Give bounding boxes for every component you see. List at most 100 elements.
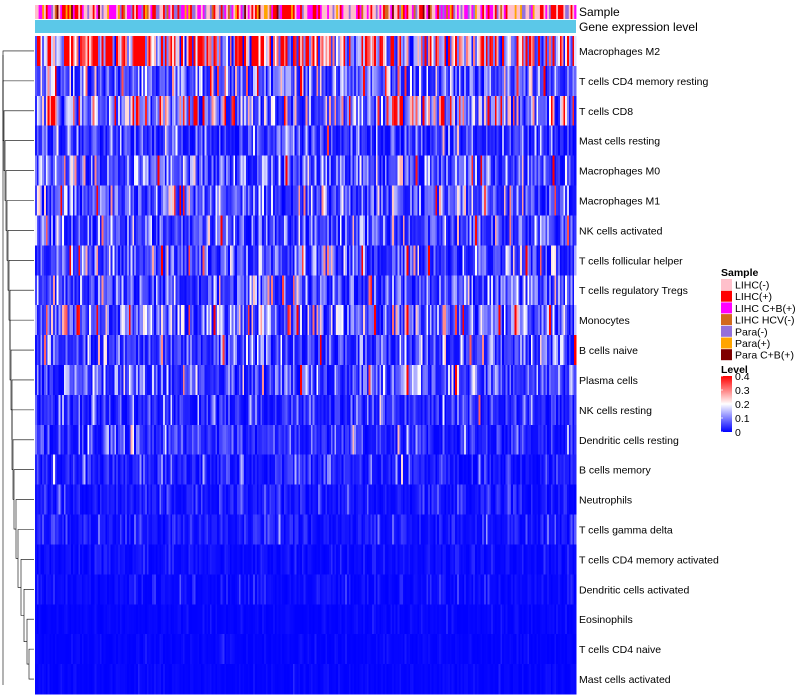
heatmap-cell <box>397 125 400 156</box>
heatmap-cell <box>215 305 218 336</box>
heatmap-cell <box>126 125 130 156</box>
heatmap-cell <box>195 215 198 246</box>
heatmap-cell <box>379 95 382 127</box>
heatmap-cell <box>381 335 384 366</box>
heatmap-cell <box>381 36 384 67</box>
heatmap-cell <box>298 65 301 97</box>
heatmap-cell <box>112 65 115 97</box>
heatmap-cell <box>181 155 184 186</box>
heatmap-cell <box>339 215 342 246</box>
heatmap-cell <box>314 36 317 67</box>
heatmap-cell <box>548 215 552 246</box>
heatmap-cell <box>179 245 182 276</box>
heatmap-cell <box>330 484 333 515</box>
heatmap-cell <box>161 125 164 156</box>
heatmap-cell <box>249 185 252 216</box>
heatmap-cell <box>98 275 101 306</box>
heatmap-cell <box>365 394 368 426</box>
heatmap-cell <box>175 215 178 246</box>
heatmap-cell <box>318 215 321 246</box>
heatmap-cell <box>325 394 328 426</box>
heatmap-cell <box>484 155 487 186</box>
sample-annotation-cell <box>114 5 117 19</box>
heatmap-cell <box>379 185 382 216</box>
heatmap-cell <box>58 155 61 186</box>
heatmap-cell <box>456 365 460 396</box>
heatmap-cell <box>498 36 501 67</box>
heatmap-cell <box>484 65 487 97</box>
heatmap-cell <box>433 394 436 426</box>
heatmap-cell <box>289 484 292 515</box>
heatmap-cell <box>566 65 570 97</box>
heatmap-cell <box>505 185 508 216</box>
heatmap-cell <box>114 185 117 216</box>
heatmap-cell <box>422 335 425 366</box>
heatmap-cell <box>361 454 364 485</box>
heatmap-cell <box>227 245 231 276</box>
heatmap-cell <box>464 65 467 97</box>
sample-annotation-cell <box>343 5 346 19</box>
heatmap-cell <box>541 65 544 97</box>
heatmap-cell <box>170 245 173 276</box>
heatmap-cell <box>220 454 223 485</box>
sample-annotation-cell <box>173 5 177 19</box>
heatmap-cell <box>451 125 454 156</box>
heatmap-cell <box>447 215 451 246</box>
heatmap-cell <box>518 65 521 97</box>
heatmap-cell <box>285 65 288 97</box>
heatmap-cell <box>292 245 296 276</box>
heatmap-cell <box>60 245 63 276</box>
heatmap-cell <box>523 305 526 336</box>
heatmap-cell <box>89 365 92 396</box>
heatmap-cell <box>496 95 499 127</box>
heatmap-cell <box>168 335 171 366</box>
heatmap-cell <box>511 65 514 97</box>
sample-annotation-cell <box>359 5 362 19</box>
heatmap-cell <box>199 365 202 396</box>
heatmap-cell <box>318 245 321 276</box>
heatmap-cell <box>572 394 575 426</box>
heatmap-cell <box>269 36 272 67</box>
sample-annotation-cell <box>273 5 276 19</box>
heatmap-cell <box>471 65 474 97</box>
sample-annotation-cell <box>372 5 375 19</box>
heatmap-cell <box>227 185 231 216</box>
heatmap-cell <box>163 125 166 156</box>
heatmap-cell <box>172 484 175 515</box>
heatmap-cell <box>404 394 407 426</box>
sample-annotation-cell <box>78 5 81 19</box>
heatmap-cell <box>428 305 431 336</box>
heatmap-cell <box>172 36 175 67</box>
heatmap-cell <box>475 424 478 456</box>
heatmap-cell <box>341 365 344 396</box>
sample-annotation-cell <box>384 5 388 19</box>
heatmap-cell <box>357 36 360 67</box>
heatmap-cell <box>303 484 306 515</box>
heatmap-cell <box>323 185 326 216</box>
heatmap-cell <box>188 365 191 396</box>
heatmap-cell <box>431 394 434 426</box>
heatmap-cell <box>265 65 269 97</box>
heatmap-cell <box>287 275 290 306</box>
heatmap-cell <box>218 365 222 396</box>
heatmap-cell <box>71 215 74 246</box>
heatmap-cell <box>141 305 144 336</box>
heatmap-cell <box>377 36 380 67</box>
heatmap-cell <box>433 125 436 156</box>
heatmap-cell <box>328 484 332 515</box>
heatmap-cell <box>143 275 146 306</box>
sample-annotation-cell <box>444 5 447 19</box>
heatmap-cell <box>85 185 88 216</box>
heatmap-cell <box>440 394 443 426</box>
heatmap-cell <box>361 305 364 336</box>
heatmap-cell <box>36 36 39 67</box>
heatmap-cell <box>126 454 130 485</box>
sample-annotation-cell <box>370 5 373 19</box>
heatmap-cell <box>126 185 130 216</box>
heatmap-cell <box>478 424 481 456</box>
heatmap-cell <box>419 275 422 306</box>
heatmap-cell <box>520 335 523 366</box>
heatmap-cell <box>44 424 47 456</box>
heatmap-cell <box>539 185 543 216</box>
heatmap-cell <box>184 95 187 127</box>
